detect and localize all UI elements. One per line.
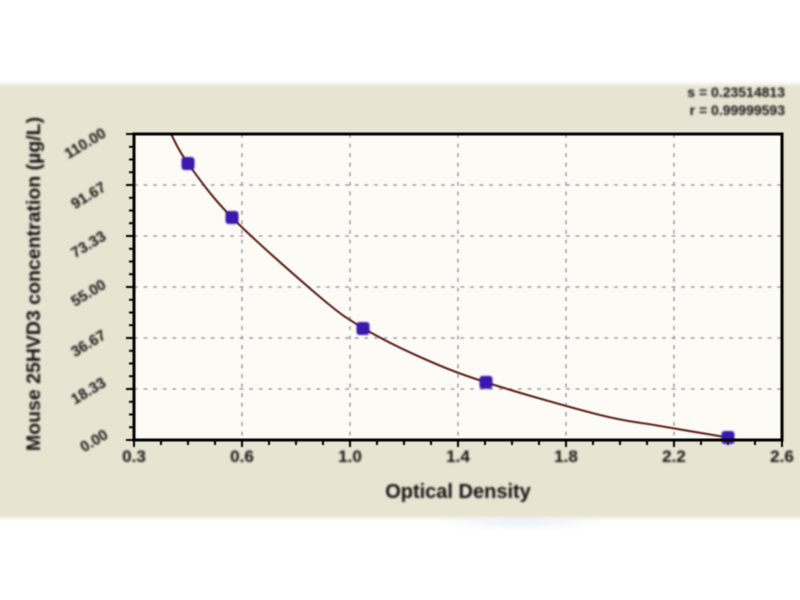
svg-text:0.6: 0.6 [230, 447, 254, 466]
svg-text:2.6: 2.6 [770, 447, 794, 466]
svg-text:1.0: 1.0 [338, 447, 362, 466]
svg-text:s = 0.23514813: s = 0.23514813 [687, 84, 785, 100]
svg-text:r = 0.99999593: r = 0.99999593 [690, 102, 786, 118]
svg-text:18.33: 18.33 [68, 374, 109, 408]
svg-text:36.67: 36.67 [68, 327, 109, 361]
svg-text:91.67: 91.67 [68, 179, 109, 213]
svg-text:1.4: 1.4 [446, 447, 470, 466]
svg-text:0.3: 0.3 [122, 447, 146, 466]
svg-text:73.33: 73.33 [68, 228, 109, 262]
svg-text:110.00: 110.00 [62, 125, 109, 163]
svg-text:1.8: 1.8 [554, 447, 578, 466]
svg-text:55.00: 55.00 [68, 276, 109, 310]
svg-text:0.00: 0.00 [77, 426, 111, 456]
svg-text:2.2: 2.2 [662, 447, 686, 466]
svg-text:Optical Density: Optical Density [385, 481, 531, 503]
svg-text:Mouse 25HVD3 concentration (µg: Mouse 25HVD3 concentration (µg/L) [23, 117, 45, 451]
